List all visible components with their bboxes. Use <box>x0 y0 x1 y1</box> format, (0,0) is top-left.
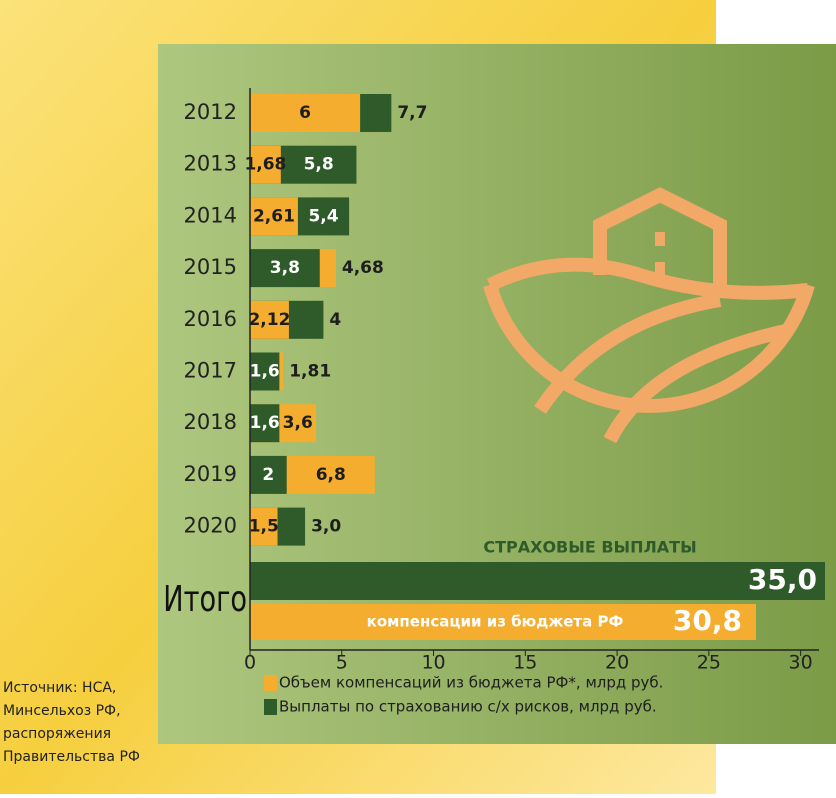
farm-icon <box>483 187 815 444</box>
legend-swatch <box>264 699 277 715</box>
value-label: 4 <box>329 310 341 330</box>
source: Правительства РФ <box>3 749 140 765</box>
bar <box>250 300 289 339</box>
x-tick-label: 5 <box>336 652 348 674</box>
y-tick-label: 2016 <box>184 307 237 331</box>
y-tick-label: 2019 <box>184 462 237 486</box>
x-tick-label: 10 <box>421 652 445 674</box>
value-label: 2,61 <box>253 206 295 226</box>
legend-swatch <box>264 675 277 691</box>
value-label: 3,0 <box>311 517 341 537</box>
value-label: 6,8 <box>316 465 346 485</box>
x-tick-label: 0 <box>244 652 256 674</box>
value-label: 6 <box>299 103 311 123</box>
source: Источник: НСА, <box>3 680 116 696</box>
totals-title: СТРАХОВЫЕ ВЫПЛАТЫ <box>483 538 696 557</box>
totals-label: Итого <box>163 580 247 620</box>
bar <box>250 352 280 391</box>
value-label: 1,81 <box>289 362 331 382</box>
bar <box>250 507 278 546</box>
bar <box>250 249 320 288</box>
x-tick-label: 20 <box>605 652 629 674</box>
x-tick-label: 25 <box>697 652 721 674</box>
value-label: 1,6 <box>250 362 280 382</box>
legend-label: Выплаты по страхованию с/х рисков, млрд … <box>279 698 657 716</box>
value-label: 3,6 <box>283 413 313 433</box>
value-label: 1,68 <box>244 155 286 175</box>
value-label: 5,8 <box>304 155 334 175</box>
bar <box>250 404 280 443</box>
total-value: 30,8 <box>673 604 742 637</box>
y-tick-label: 2017 <box>184 359 237 383</box>
value-label: 4,68 <box>342 258 384 278</box>
x-tick-label: 30 <box>789 652 813 674</box>
y-tick-label: 2012 <box>184 100 237 124</box>
value-label: 5,4 <box>308 206 338 226</box>
source: распоряжения <box>3 726 111 742</box>
source: Минсельхоз РФ, <box>3 703 121 719</box>
y-tick-label: 2015 <box>184 255 237 279</box>
legend-label: Объем компенсаций из бюджета РФ*, млрд р… <box>279 674 663 692</box>
value-label: 1,5 <box>249 517 279 537</box>
x-tick-label: 15 <box>513 652 537 674</box>
bar <box>250 94 361 132</box>
bar <box>250 145 281 184</box>
value-label: 7,7 <box>397 103 427 123</box>
y-tick-label: 2018 <box>184 410 237 434</box>
value-label: 2,12 <box>248 310 290 330</box>
total-bar <box>250 604 756 640</box>
total-caption: компенсации из бюджета РФ <box>367 613 624 631</box>
y-tick-label: 2013 <box>184 152 237 176</box>
y-tick-label: 2020 <box>184 514 237 538</box>
total-value: 35,0 <box>748 563 817 596</box>
bar <box>250 197 298 236</box>
bar <box>250 455 287 494</box>
value-label: 1,6 <box>250 413 280 433</box>
value-label: 2 <box>262 465 274 485</box>
y-tick-label: 2014 <box>184 203 237 227</box>
value-label: 3,8 <box>270 258 300 278</box>
total-bar <box>250 562 825 600</box>
